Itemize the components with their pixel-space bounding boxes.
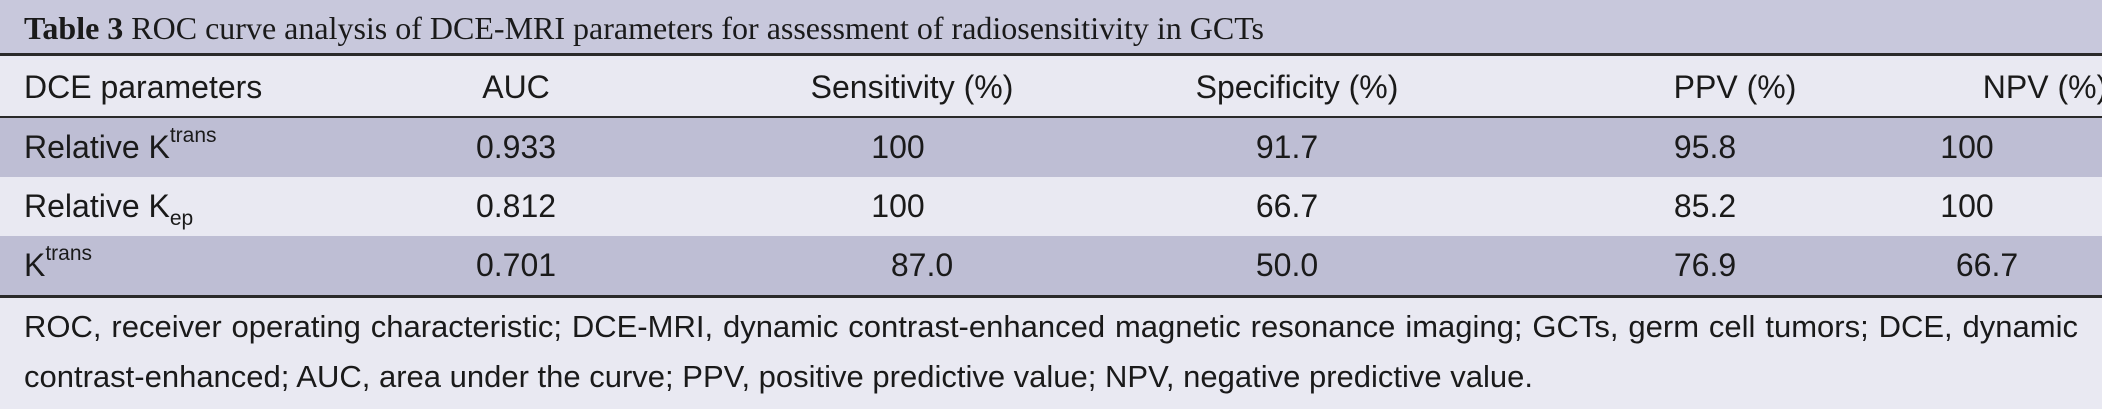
header-npv: NPV (%) xyxy=(1982,68,2102,105)
cell-specificity: 50.0 xyxy=(1255,247,1319,283)
table-caption: Table 3 ROC curve analysis of DCE-MRI pa… xyxy=(0,0,2102,56)
cell-npv: 100 xyxy=(1940,188,1994,224)
table-footnote: ROC, receiver operating characteristic; … xyxy=(24,309,2078,394)
parameter-base: K xyxy=(24,247,46,283)
cell-ppv: 95.8 xyxy=(1673,129,1737,165)
table-header-row: DCE parameters AUC Sensitivity (%) Speci… xyxy=(0,58,2102,118)
header-specificity: Specificity (%) xyxy=(1195,68,1399,105)
cell-ppv: 76.9 xyxy=(1673,247,1737,283)
cell-npv: 66.7 xyxy=(1955,247,2019,283)
parameter-base: Relative K xyxy=(24,188,170,224)
header-sensitivity: Sensitivity (%) xyxy=(810,68,1014,105)
cell-auc: 0.933 xyxy=(475,129,557,165)
header-ppv: PPV (%) xyxy=(1673,68,1797,105)
cell-sensitivity: 100 xyxy=(871,129,925,165)
cell-ppv: 85.2 xyxy=(1673,188,1737,224)
parameter-superscript: trans xyxy=(169,123,217,147)
cell-auc: 0.812 xyxy=(475,188,557,224)
parameter-subscript: ep xyxy=(169,206,194,230)
parameter-superscript: trans xyxy=(45,241,93,265)
cell-npv: 100 xyxy=(1940,129,1994,165)
cell-sensitivity: 100 xyxy=(871,188,925,224)
header-dce-parameters: DCE parameters xyxy=(24,68,263,105)
table-title: ROC curve analysis of DCE-MRI parameters… xyxy=(131,10,1264,46)
table-label: Table 3 xyxy=(24,10,124,46)
cell-sensitivity: 87.0 xyxy=(890,247,954,283)
header-auc: AUC xyxy=(482,68,550,105)
cell-specificity: 66.7 xyxy=(1255,188,1319,224)
cell-auc: 0.701 xyxy=(475,247,557,283)
cell-specificity: 91.7 xyxy=(1255,129,1319,165)
parameter-base: Relative K xyxy=(24,129,170,165)
